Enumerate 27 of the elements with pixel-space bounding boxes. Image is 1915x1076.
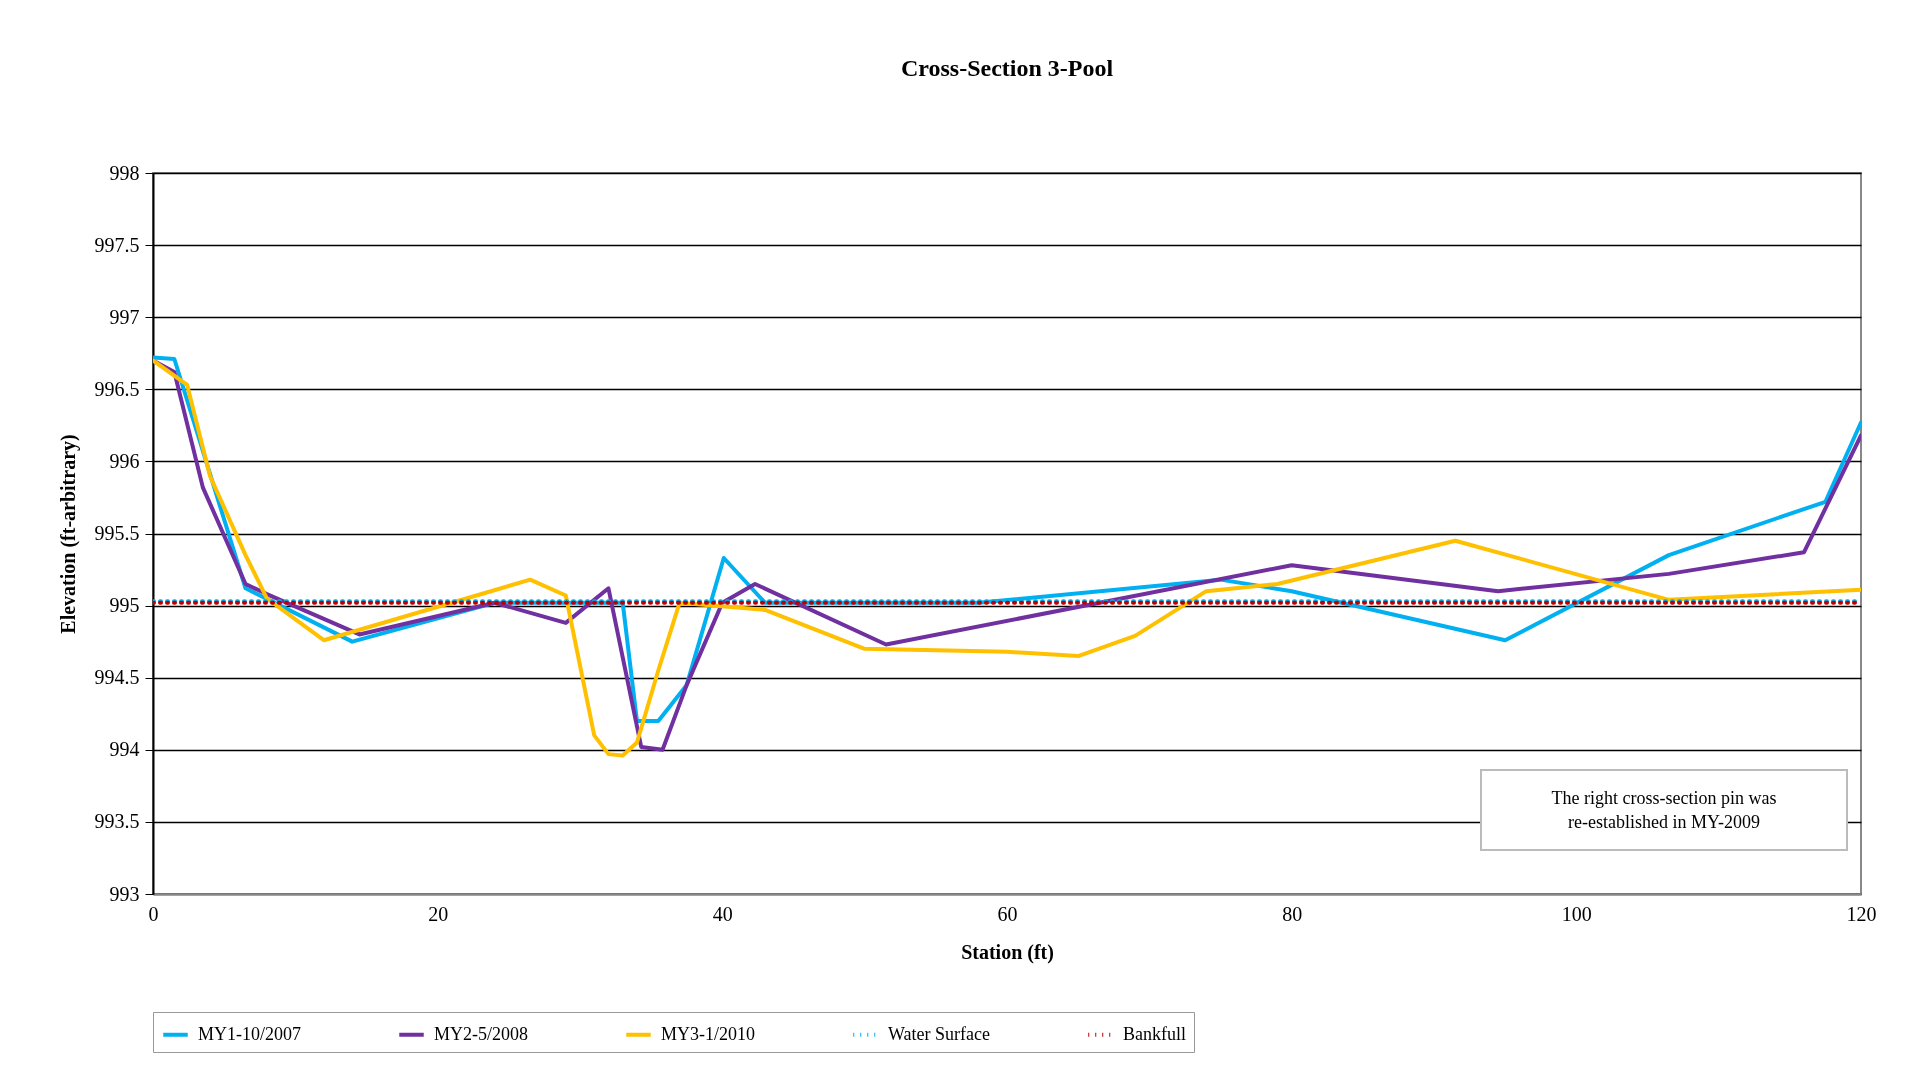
legend-label: MY3-1/2010	[661, 1023, 755, 1044]
y-tick-label: 994	[109, 738, 140, 761]
y-tick-label: 996	[109, 449, 140, 472]
y-tick-label: 997.5	[94, 233, 140, 256]
y-tick-label: 996.5	[94, 377, 140, 400]
y-tick-label: 995.5	[94, 522, 140, 544]
legend-label: MY1-10/2007	[198, 1023, 301, 1044]
legend-label: Bankfull	[1123, 1023, 1186, 1044]
x-tick-label: 100	[1561, 902, 1592, 925]
x-tick-label: 80	[1282, 902, 1303, 925]
x-axis-title: Station (ft)	[961, 940, 1054, 964]
y-tick-label: 993.5	[94, 810, 140, 833]
y-tick-label: 998	[109, 161, 140, 184]
x-tick-label: 0	[148, 902, 159, 925]
x-tick-label: 60	[997, 902, 1018, 925]
chart-title: Cross-Section 3-Pool	[900, 55, 1114, 81]
y-tick-label: 993	[109, 882, 140, 905]
x-tick-label: 120	[1846, 902, 1877, 925]
x-tick-label: 40	[712, 902, 733, 925]
legend-label: MY2-5/2008	[434, 1023, 528, 1044]
y-tick-label: 995	[109, 594, 140, 617]
y-tick-label: 994.5	[94, 666, 140, 689]
y-tick-label: 997	[109, 305, 140, 328]
legend-label: Water Surface	[888, 1023, 990, 1044]
x-tick-label: 20	[428, 902, 449, 925]
y-axis-title: Elevation (ft-arbitrary)	[56, 434, 80, 634]
note-box: The right cross-section pin was re-established in MY-2009	[1480, 769, 1848, 851]
